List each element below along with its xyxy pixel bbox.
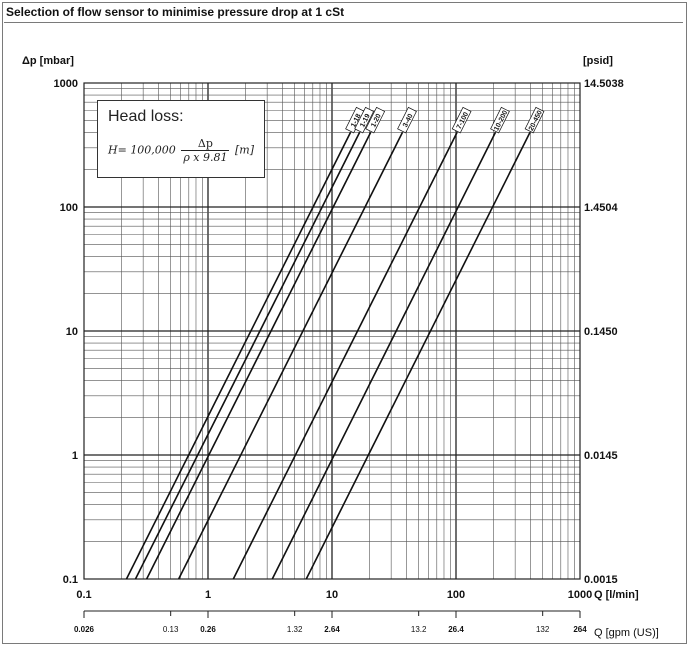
- grid: [84, 83, 580, 579]
- curve-7-100: [232, 131, 458, 580]
- y-left-tick-labels: 1000 100 10 1 0.1: [54, 78, 78, 586]
- gpm-tick-label: 13.2: [411, 625, 427, 634]
- gpm-tick-label: 0.13: [163, 625, 179, 634]
- title-divider: [4, 22, 683, 23]
- y-right-tick-label: 0.0015: [584, 574, 618, 586]
- x-tick-label: 100: [447, 589, 465, 601]
- curve-1-20: [145, 131, 372, 580]
- curve-label-box: [354, 106, 375, 134]
- y-left-unit: Δp [mbar]: [22, 55, 74, 67]
- x-unit-gpm: Q [gpm (US)]: [594, 627, 659, 639]
- plot-area-border: [83, 82, 581, 580]
- curve-label: 7-100: [456, 111, 470, 130]
- head-loss-title: Head loss:: [108, 108, 184, 125]
- gpm-tick-label: 264: [573, 625, 587, 634]
- formula-coefficient: 100,000: [130, 143, 176, 157]
- head-loss-box: Head loss: H= 100,000 Δp ρ x 9.81 [m]: [97, 100, 265, 178]
- gpm-axis: 0.026 0.13 0.26 1.32 2.64 13.2 26.4 132 264: [74, 610, 587, 634]
- curves: [125, 131, 531, 580]
- curve-label-box: [524, 106, 545, 134]
- x-unit-lmin: Q [l/min]: [594, 589, 639, 601]
- curve-label: 1-20: [370, 113, 383, 129]
- y-right-unit: [psid]: [583, 55, 613, 67]
- formula-unit: [m]: [234, 143, 254, 157]
- gpm-tick-label: 0.026: [74, 625, 95, 634]
- curve-3-40: [177, 131, 404, 580]
- curve-label-box: [490, 106, 510, 134]
- y-right-tick-labels: 14.5038 1.4504 0.1450 0.0145 0.0015: [584, 78, 624, 586]
- x-tick-labels: 0.1 1 10 100 1000: [76, 589, 592, 601]
- chart-title: Selection of flow sensor to minimise pre…: [6, 5, 345, 19]
- y-left-tick-label: 0.1: [63, 574, 78, 586]
- gpm-tick-label: 0.26: [200, 625, 216, 634]
- x-tick-label: 1: [205, 589, 211, 601]
- y-right-tick-label: 1.4504: [584, 202, 619, 214]
- y-left-tick-label: 1000: [54, 78, 78, 90]
- formula-numerator: Δp: [181, 137, 230, 151]
- formula-denominator: ρ x 9.81: [183, 151, 228, 164]
- formula-fraction: Δp ρ x 9.81: [181, 137, 230, 164]
- gpm-tick-label: 132: [536, 625, 550, 634]
- curve-10-200: [271, 131, 497, 580]
- y-left-tick-label: 100: [60, 202, 78, 214]
- gpm-tick-label: 26.4: [448, 625, 464, 634]
- curve-label-box: [397, 106, 417, 134]
- y-left-tick-label: 10: [66, 326, 78, 338]
- y-right-tick-label: 0.1450: [584, 326, 618, 338]
- curve-1-18: [125, 131, 352, 580]
- gpm-tick-label: 1.32: [287, 625, 303, 634]
- curve-label: 3-40: [402, 113, 415, 129]
- x-tick-label: 0.1: [76, 589, 91, 601]
- y-left-tick-label: 1: [72, 450, 78, 462]
- x-tick-label: 1000: [568, 589, 592, 601]
- formula-lhs: H=: [108, 143, 127, 157]
- curve-label-box: [365, 106, 386, 134]
- gpm-tick-label: 2.64: [324, 625, 340, 634]
- head-loss-formula: H= 100,000 Δp ρ x 9.81 [m]: [108, 137, 254, 164]
- y-right-tick-label: 14.5038: [584, 78, 624, 90]
- curve-20-450: [305, 131, 531, 580]
- curve-label-group: 3-40: [397, 106, 417, 134]
- x-tick-label: 10: [326, 589, 338, 601]
- curve-label-box: [451, 106, 472, 134]
- curve-1-19: [134, 131, 361, 580]
- y-right-tick-label: 0.0145: [584, 450, 618, 462]
